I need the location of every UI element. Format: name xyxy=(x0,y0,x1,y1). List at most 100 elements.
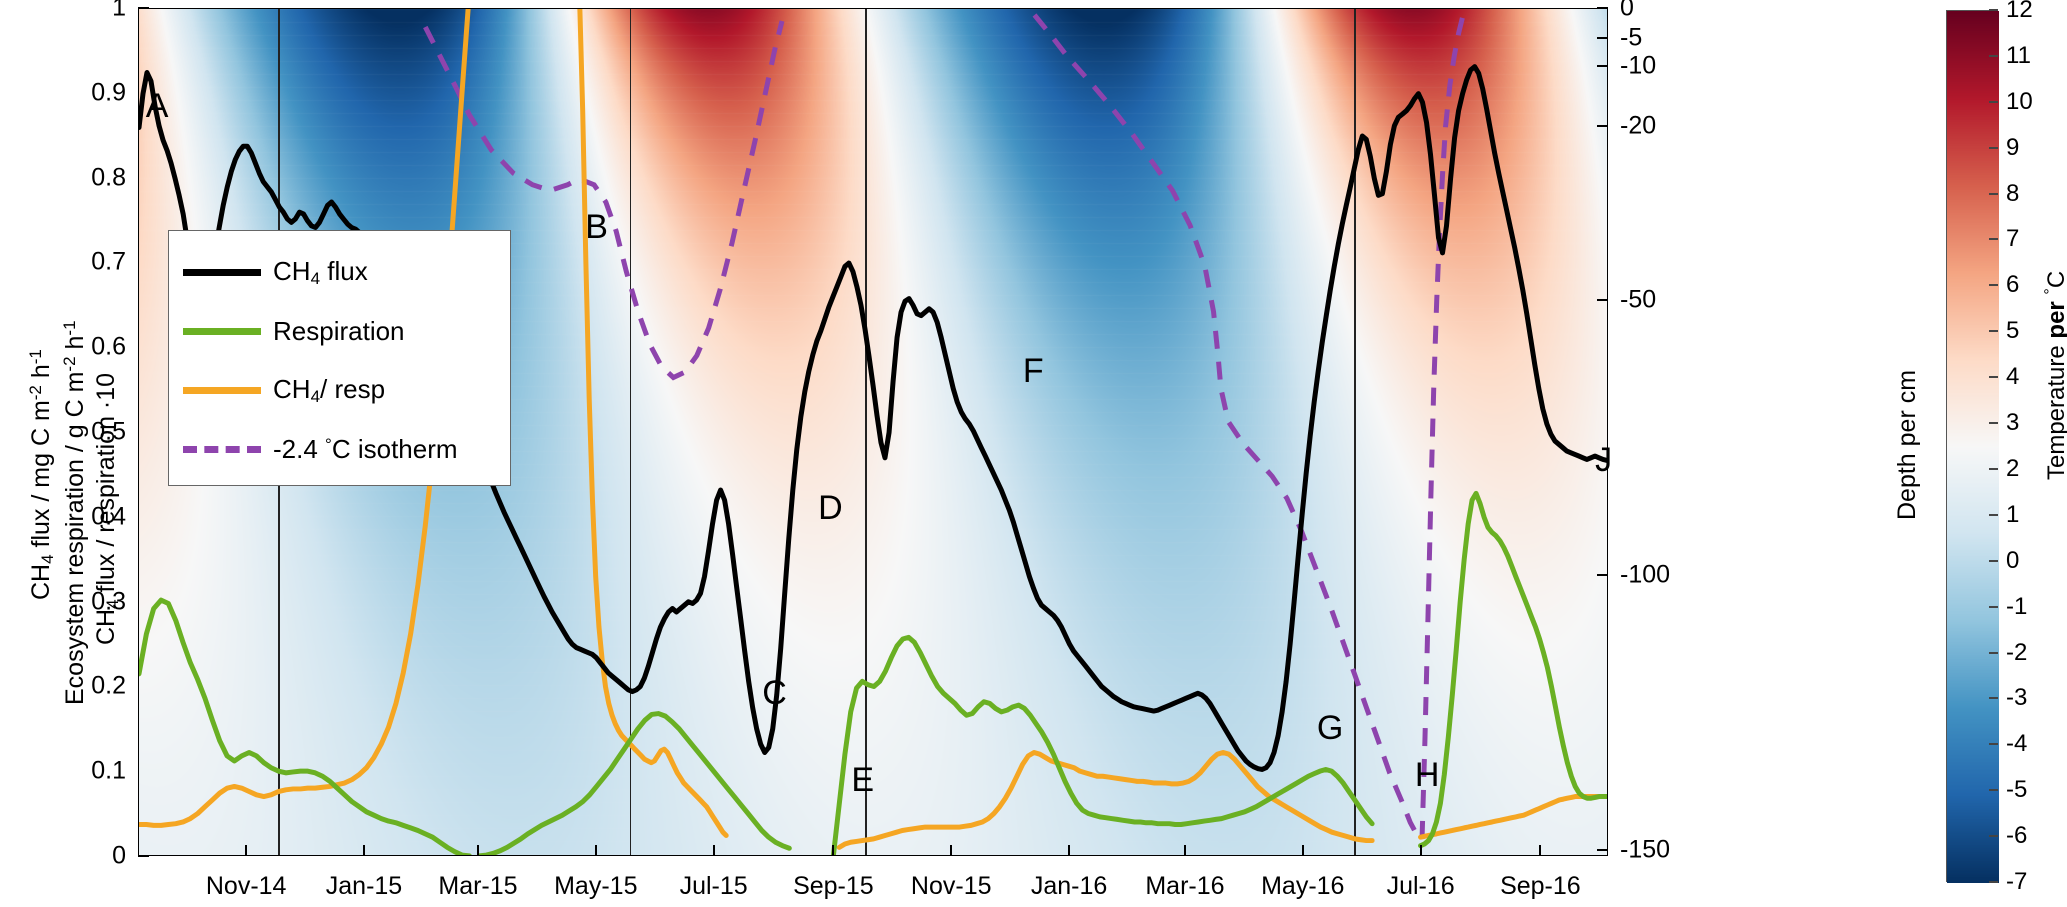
depth-tick-mark xyxy=(1597,299,1608,301)
separator-line xyxy=(1354,9,1356,855)
y-tick-label: 0.4 xyxy=(91,502,126,531)
colorbar-tick-label: -2 xyxy=(2006,638,2028,666)
x-tick-label: Mar-15 xyxy=(438,872,518,900)
colorbar-tick-label: 9 xyxy=(2006,133,2020,161)
colorbar-tick-label: 8 xyxy=(2006,179,2020,207)
legend-swatch-isotherm xyxy=(183,446,261,453)
x-tick-label: Sep-16 xyxy=(1500,872,1581,900)
respiration-curve xyxy=(139,490,1607,855)
colorbar-tick-mark xyxy=(1989,743,1998,746)
depth-tick-label: -100 xyxy=(1620,560,1671,589)
colorbar-tick-mark xyxy=(1989,422,1998,425)
legend-item[interactable]: CH4 flux xyxy=(183,243,510,302)
x-tick-mark xyxy=(245,845,248,856)
colorbar-tick-label: 1 xyxy=(2006,500,2020,528)
x-tick-label: Nov-15 xyxy=(910,872,992,900)
depth-tick-mark xyxy=(1597,849,1608,851)
y-tick-label: 0.3 xyxy=(91,587,126,616)
colorbar-tick-mark xyxy=(1989,559,1998,562)
colorbar-tick-label: 12 xyxy=(2006,0,2033,23)
colorbar-tick-label: 2 xyxy=(2006,454,2020,482)
colorbar-tick-mark xyxy=(1989,513,1998,516)
x-tick-label: Nov-14 xyxy=(205,872,287,900)
colorbar-gradient xyxy=(1947,11,1999,883)
x-tick-mark xyxy=(1419,845,1422,856)
colorbar-tick-mark xyxy=(1989,467,1998,470)
colorbar-tick-label: 10 xyxy=(2006,87,2033,115)
depth-tick-label: -150 xyxy=(1620,835,1671,864)
annotation-a: A xyxy=(145,86,169,125)
colorbar-label: Temperature per °C xyxy=(2042,271,2067,480)
annotation-c: C xyxy=(762,674,787,713)
x-tick-mark xyxy=(832,845,835,856)
colorbar-tick-label: -1 xyxy=(2006,592,2028,620)
legend-item[interactable]: CH4/ resp xyxy=(183,361,510,420)
x-tick-label: Jul-15 xyxy=(679,872,748,900)
x-tick-mark xyxy=(594,845,597,856)
y-tick-label: 0.8 xyxy=(91,163,126,192)
colorbar-tick-mark xyxy=(1989,697,1998,700)
colorbar-tick-mark xyxy=(1989,835,1998,838)
colorbar-tick-mark xyxy=(1989,789,1998,792)
annotation-f: F xyxy=(1022,351,1044,390)
chart-legend: CH4 flux Respiration CH4/ resp -2.4 °C i… xyxy=(168,230,511,486)
colorbar-tick-mark xyxy=(1989,881,1998,883)
annotation-h: H xyxy=(1414,756,1440,795)
colorbar-tick-label: -3 xyxy=(2006,684,2028,712)
x-tick-label: Mar-16 xyxy=(1145,872,1225,900)
colorbar-tick-label: -4 xyxy=(2006,730,2028,758)
y-tick-mark xyxy=(138,855,149,857)
depth-tick-mark xyxy=(1597,125,1608,127)
depth-tick-mark xyxy=(1597,574,1608,576)
y-tick-label: 0.7 xyxy=(91,247,126,276)
colorbar-tick-label: 5 xyxy=(2006,317,2020,345)
y-tick-label: 0.5 xyxy=(91,417,126,446)
colorbar-tick-label: 4 xyxy=(2006,363,2020,391)
colorbar-tick-mark xyxy=(1989,330,1998,333)
colorbar-tick-mark xyxy=(1989,100,1998,103)
depth-tick-label: -50 xyxy=(1620,285,1657,314)
separator-line xyxy=(629,9,632,855)
colorbar-tick-mark xyxy=(1989,605,1998,608)
chart-plot-area[interactable] xyxy=(138,8,1608,856)
depth-tick-label: -10 xyxy=(1620,51,1657,80)
colorbar-tick-mark xyxy=(1989,651,1998,654)
legend-item[interactable]: Respiration xyxy=(183,302,510,361)
legend-swatch-ch4-flux xyxy=(183,269,261,276)
colorbar-tick-label: 7 xyxy=(2006,225,2020,253)
isotherm-curve xyxy=(423,13,1466,841)
x-tick-mark xyxy=(1539,845,1542,856)
x-tick-mark xyxy=(363,845,365,856)
temperature-colorbar xyxy=(1946,10,1999,883)
annotation-d: D xyxy=(818,489,843,528)
colorbar-tick-label: 3 xyxy=(2006,409,2020,437)
legend-label-respiration: Respiration xyxy=(273,316,405,346)
y-tick-label: 0.2 xyxy=(91,671,126,700)
depth-tick-label: -20 xyxy=(1620,111,1657,140)
depth-tick-mark xyxy=(1597,65,1608,67)
x-tick-mark xyxy=(1183,845,1186,856)
annotation-e: E xyxy=(851,760,875,799)
separator-line xyxy=(865,9,867,855)
x-tick-label: Jan-15 xyxy=(325,872,403,900)
y-tick-label: 1 xyxy=(112,0,126,22)
x-tick-mark xyxy=(1068,845,1071,856)
x-tick-mark xyxy=(476,845,479,856)
colorbar-tick-label: 6 xyxy=(2006,271,2020,299)
legend-swatch-ch4-resp xyxy=(183,387,261,394)
x-tick-label: Jul-16 xyxy=(1386,872,1455,900)
x-tick-mark xyxy=(1301,845,1304,856)
colorbar-tick-mark xyxy=(1989,284,1998,287)
y-axis-label-line1: CH4 flux / mg C m-2 h-1 xyxy=(26,349,57,600)
x-tick-label: May-16 xyxy=(1261,872,1345,900)
colorbar-tick-label: -6 xyxy=(2006,822,2028,850)
legend-item[interactable]: -2.4 °C isotherm xyxy=(183,420,510,479)
annotation-j: J xyxy=(1595,440,1613,479)
colorbar-tick-mark xyxy=(1989,146,1998,149)
colorbar-tick-mark xyxy=(1989,238,1998,241)
depth-tick-mark xyxy=(1597,37,1608,39)
legend-swatch-respiration xyxy=(183,328,261,335)
y-axis-label-line2: Ecosystem respiration / g C m-2 h-1 xyxy=(60,320,89,705)
colorbar-tick-mark xyxy=(1989,54,1998,57)
x-tick-mark xyxy=(950,845,953,856)
